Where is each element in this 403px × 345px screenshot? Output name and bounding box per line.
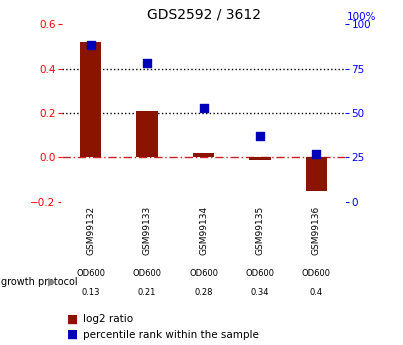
Title: GDS2592 / 3612: GDS2592 / 3612: [147, 8, 260, 22]
Point: [144, 60, 150, 66]
Bar: [249, 157, 271, 160]
Text: percentile rank within the sample: percentile rank within the sample: [83, 330, 258, 339]
Point: [313, 151, 320, 157]
Bar: [80, 42, 102, 157]
Text: OD600: OD600: [76, 269, 105, 278]
Point: [200, 105, 207, 110]
Text: OD600: OD600: [189, 269, 218, 278]
Text: 100%: 100%: [347, 12, 376, 22]
Bar: [305, 157, 327, 191]
Text: OD600: OD600: [302, 269, 331, 278]
Text: log2 ratio: log2 ratio: [83, 314, 133, 324]
Point: [87, 43, 94, 48]
Text: 0.4: 0.4: [310, 288, 323, 297]
Bar: [193, 153, 214, 157]
Bar: [136, 111, 158, 157]
Text: 0.13: 0.13: [81, 288, 100, 297]
Text: GSM99133: GSM99133: [143, 206, 152, 255]
Text: OD600: OD600: [245, 269, 274, 278]
Text: 0.34: 0.34: [251, 288, 269, 297]
Text: GSM99132: GSM99132: [86, 206, 95, 255]
Text: GSM99134: GSM99134: [199, 206, 208, 255]
Text: ▶: ▶: [48, 277, 57, 287]
Text: 0.28: 0.28: [194, 288, 213, 297]
Text: 0.21: 0.21: [138, 288, 156, 297]
Text: ■: ■: [66, 313, 78, 326]
Text: ■: ■: [66, 328, 78, 341]
Text: growth protocol: growth protocol: [1, 277, 77, 287]
Text: GSM99135: GSM99135: [256, 206, 264, 255]
Text: OD600: OD600: [133, 269, 162, 278]
Point: [257, 133, 263, 139]
Text: GSM99136: GSM99136: [312, 206, 321, 255]
